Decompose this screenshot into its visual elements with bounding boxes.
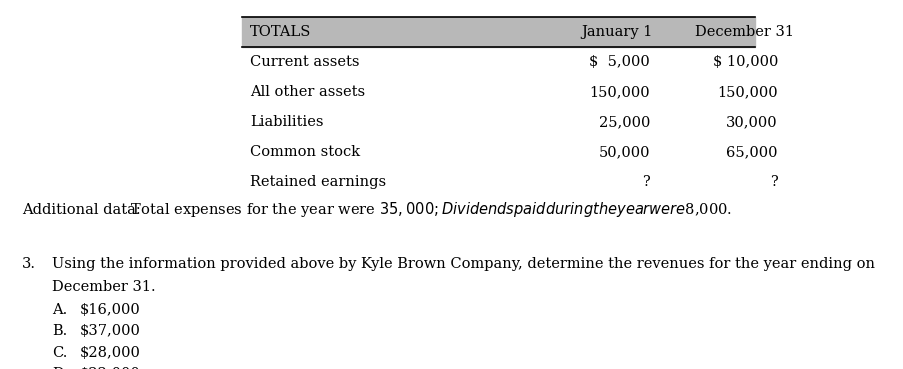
Text: 65,000: 65,000 <box>726 145 777 159</box>
Text: Liabilities: Liabilities <box>250 115 323 129</box>
Text: Current assets: Current assets <box>250 55 359 69</box>
Text: TOTALS: TOTALS <box>250 25 311 39</box>
Text: D.: D. <box>52 368 68 369</box>
Text: $37,000: $37,000 <box>79 324 141 338</box>
Text: December 31.: December 31. <box>52 280 155 294</box>
Text: 3.: 3. <box>22 257 36 271</box>
Text: Using the information provided above by Kyle Brown Company, determine the revenu: Using the information provided above by … <box>52 257 874 271</box>
Text: Total expenses for the year were $35,000; Dividends paid during the year were $8: Total expenses for the year were $35,000… <box>116 200 731 220</box>
Bar <box>242 17 754 47</box>
Text: $16,000: $16,000 <box>79 303 141 317</box>
Text: B.: B. <box>52 324 67 338</box>
Text: 50,000: 50,000 <box>598 145 649 159</box>
Text: $ 10,000: $ 10,000 <box>712 55 777 69</box>
Text: January 1: January 1 <box>581 25 652 39</box>
Text: Additional data:: Additional data: <box>22 203 141 217</box>
Text: December 31: December 31 <box>694 25 794 39</box>
Text: Common stock: Common stock <box>250 145 359 159</box>
Text: Retained earnings: Retained earnings <box>250 175 386 189</box>
Text: $  5,000: $ 5,000 <box>589 55 649 69</box>
Text: 150,000: 150,000 <box>717 85 777 99</box>
Text: 30,000: 30,000 <box>726 115 777 129</box>
Text: $28,000: $28,000 <box>79 346 141 360</box>
Text: 150,000: 150,000 <box>589 85 649 99</box>
Text: A.: A. <box>52 303 67 317</box>
Text: $22,000: $22,000 <box>79 368 141 369</box>
Text: ?: ? <box>769 175 777 189</box>
Text: C.: C. <box>52 346 68 360</box>
Text: 25,000: 25,000 <box>598 115 649 129</box>
Text: ?: ? <box>641 175 649 189</box>
Text: All other assets: All other assets <box>250 85 365 99</box>
